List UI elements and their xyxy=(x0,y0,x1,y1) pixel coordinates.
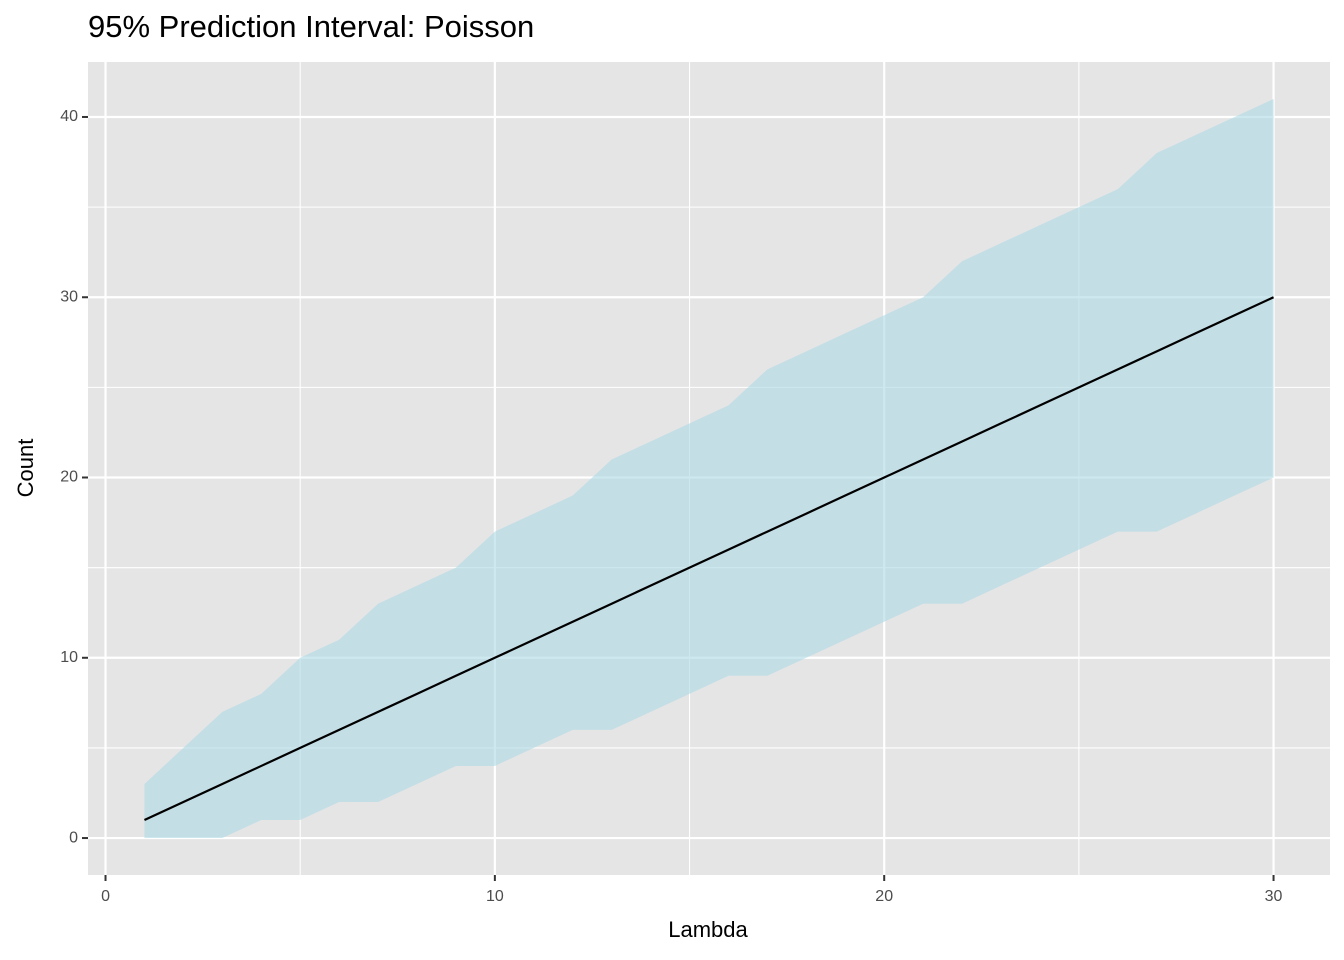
x-tick-label: 30 xyxy=(1265,888,1283,905)
chart-title: 95% Prediction Interval: Poisson xyxy=(88,9,534,44)
y-tick-label: 10 xyxy=(60,649,78,666)
x-tick-label: 20 xyxy=(875,888,893,905)
x-axis-title: Lambda xyxy=(668,917,748,942)
y-tick-label: 40 xyxy=(60,108,78,125)
y-tick-label: 30 xyxy=(60,288,78,305)
prediction-ribbon xyxy=(144,98,1274,839)
marks xyxy=(143,98,1275,839)
x-tick-label: 10 xyxy=(486,888,504,905)
mean-line xyxy=(143,296,1275,822)
y-axis-title: Count xyxy=(13,439,38,498)
y-tick-label: 20 xyxy=(60,469,78,486)
x-tick-label: 0 xyxy=(101,888,110,905)
y-tick-label: 0 xyxy=(69,829,78,846)
